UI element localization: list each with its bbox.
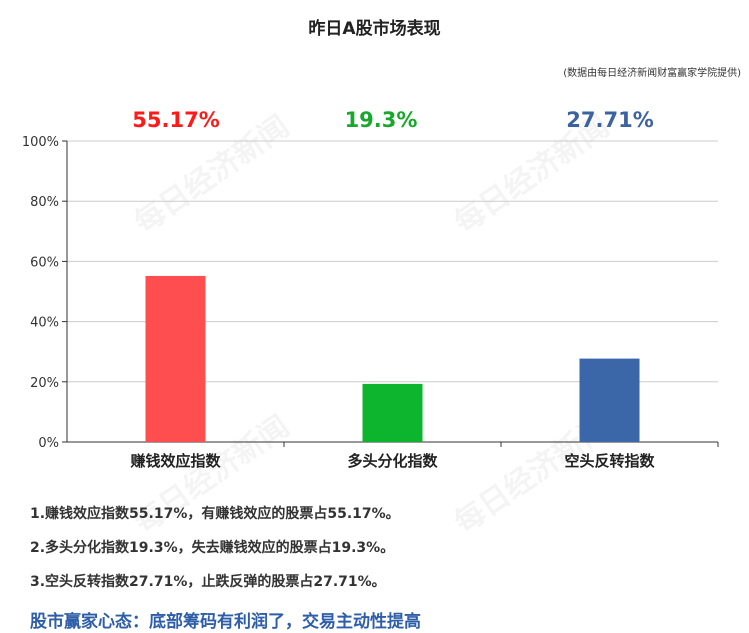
y-tick-label: 60% xyxy=(30,255,59,270)
y-tick-label: 80% xyxy=(30,195,59,210)
value-label-0: 55.17% xyxy=(132,108,220,132)
bar xyxy=(145,275,206,442)
y-tick-label: 100% xyxy=(22,135,59,150)
y-tick-label: 20% xyxy=(30,376,59,391)
value-label-2: 27.71% xyxy=(566,108,654,132)
chart-title: 昨日A股市场表现 xyxy=(308,19,441,39)
bar xyxy=(579,358,640,442)
value-label-1: 19.3% xyxy=(344,108,418,132)
note-item: 2.多头分化指数19.3%，失去赚钱效应的股票占19.3%。 xyxy=(30,540,395,556)
note-item: 1.赚钱效应指数55.17%，有赚钱效应的股票占55.17%。 xyxy=(30,506,400,522)
notes-list: 1.赚钱效应指数55.17%，有赚钱效应的股票占55.17%。 2.多头分化指数… xyxy=(30,505,400,607)
y-tick-label: 40% xyxy=(30,316,59,331)
x-tick-label: 空头反转指数 xyxy=(564,452,655,470)
bar xyxy=(362,383,423,442)
source-note: (数据由每日经济新闻财富赢家学院提供) xyxy=(563,68,741,79)
note-item: 3.空头反转指数27.71%，止跌反弹的股票占27.71%。 xyxy=(30,574,386,590)
y-tick-label: 0% xyxy=(38,436,59,451)
x-tick-label: 赚钱效应指数 xyxy=(129,452,221,470)
bar-chart: 0% 20% 40% 60% 80% 100% 赚钱效应指数 多头分化指数 空头反转指数 xyxy=(22,135,719,470)
slogan: 股市赢家心态：底部筹码有利润了，交易主动性提高 xyxy=(30,612,421,632)
x-tick-label: 多头分化指数 xyxy=(347,452,438,470)
